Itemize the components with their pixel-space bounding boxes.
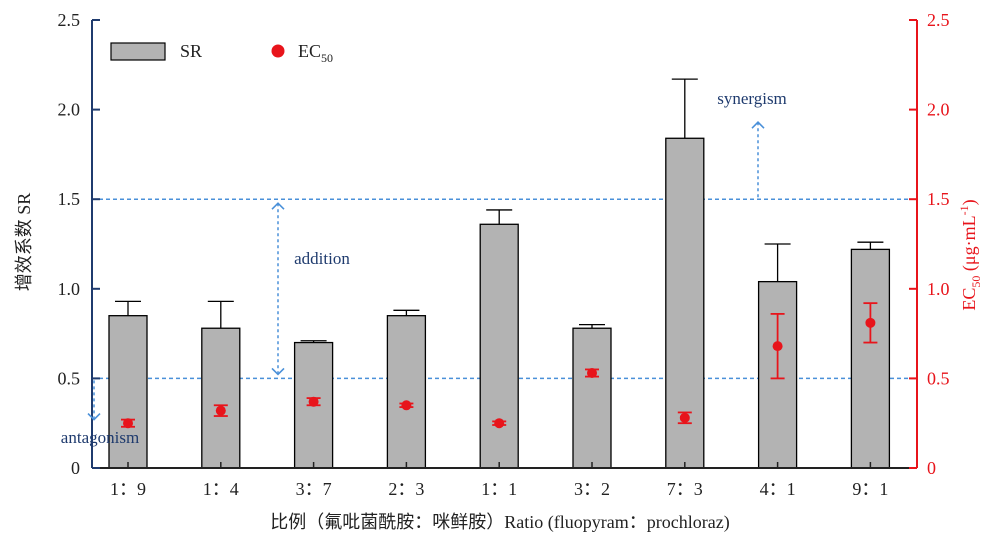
point-6: [679, 412, 690, 423]
category-labels: 1：9 1：4 3：7 2：3 1：1 3：2 7：3 4：1 9：1: [110, 479, 888, 499]
point-8: [865, 317, 876, 328]
legend-marker-ec50: [271, 44, 285, 58]
y2-tick-label-4: 2.0: [927, 100, 950, 120]
point-7: [772, 341, 783, 352]
y2-tick-label-0: 0: [927, 458, 936, 478]
addition-arrow-head-bottom: [271, 367, 285, 376]
synergism-label: synergism: [717, 89, 787, 108]
bar-1: [201, 327, 241, 469]
addition-arrow-head-top: [271, 202, 285, 210]
scatter-series: [121, 302, 878, 429]
y2-tick-label-5: 2.5: [927, 10, 950, 30]
antagonism-arrow-head: [87, 413, 101, 421]
category-label-2: 3：7: [296, 479, 332, 499]
legend-label-sr: SR: [180, 41, 202, 61]
y-axis-title: 增效系数 SR: [14, 193, 34, 292]
point-0: [123, 418, 133, 429]
bar-4: [479, 223, 519, 469]
bar-series: [108, 78, 891, 469]
category-label-8: 9：1: [852, 479, 888, 499]
y-tick-label-5: 2.5: [58, 10, 81, 30]
category-label-6: 7：3: [667, 479, 703, 499]
bar-5: [572, 327, 612, 469]
y-tick-label-2: 1.0: [58, 279, 81, 299]
point-3: [401, 400, 412, 411]
point-5: [587, 368, 597, 379]
category-label-4: 1：1: [481, 479, 517, 499]
legend-swatch-sr: [110, 42, 166, 61]
bar-3: [386, 315, 427, 469]
synergism-arrow-head: [751, 121, 765, 129]
point-4: [494, 418, 505, 429]
y-tick-label-3: 1.5: [58, 189, 81, 209]
y2-tick-label-3: 1.5: [927, 189, 950, 209]
category-label-7: 4：1: [760, 479, 796, 499]
category-label-1: 1：4: [203, 479, 239, 499]
y-tick-label-1: 0.5: [58, 368, 81, 388]
bar-8: [850, 248, 891, 469]
point-2: [308, 396, 319, 407]
legend: SR EC50: [110, 41, 333, 65]
y2-axis-title: EC50 (μg·mL-1): [957, 199, 983, 310]
category-label-5: 3：2: [574, 479, 610, 499]
addition-label: addition: [294, 249, 350, 268]
y-tick-label-4: 2.0: [58, 100, 81, 120]
y2-tick-label-1: 0.5: [927, 368, 950, 388]
point-1: [215, 405, 226, 416]
y-tick-label-0: 0: [71, 458, 80, 478]
category-label-3: 2：3: [388, 479, 424, 499]
legend-label-ec50: EC50: [298, 41, 333, 65]
antagonism-label: antagonism: [61, 428, 139, 447]
annotations: synergism addition antagonism: [61, 89, 787, 447]
category-label-0: 1：9: [110, 479, 146, 499]
y2-tick-label-2: 1.0: [927, 279, 950, 299]
axes: 0 0.5 1.0 1.5 2.0 2.5 0 0.5 1.0 1.5 2.0 2.5: [58, 10, 950, 478]
x-axis-title: 比例（氟吡菌酰胺：咪鲜胺）Ratio (fluopyram：prochloraz…: [270, 512, 729, 533]
